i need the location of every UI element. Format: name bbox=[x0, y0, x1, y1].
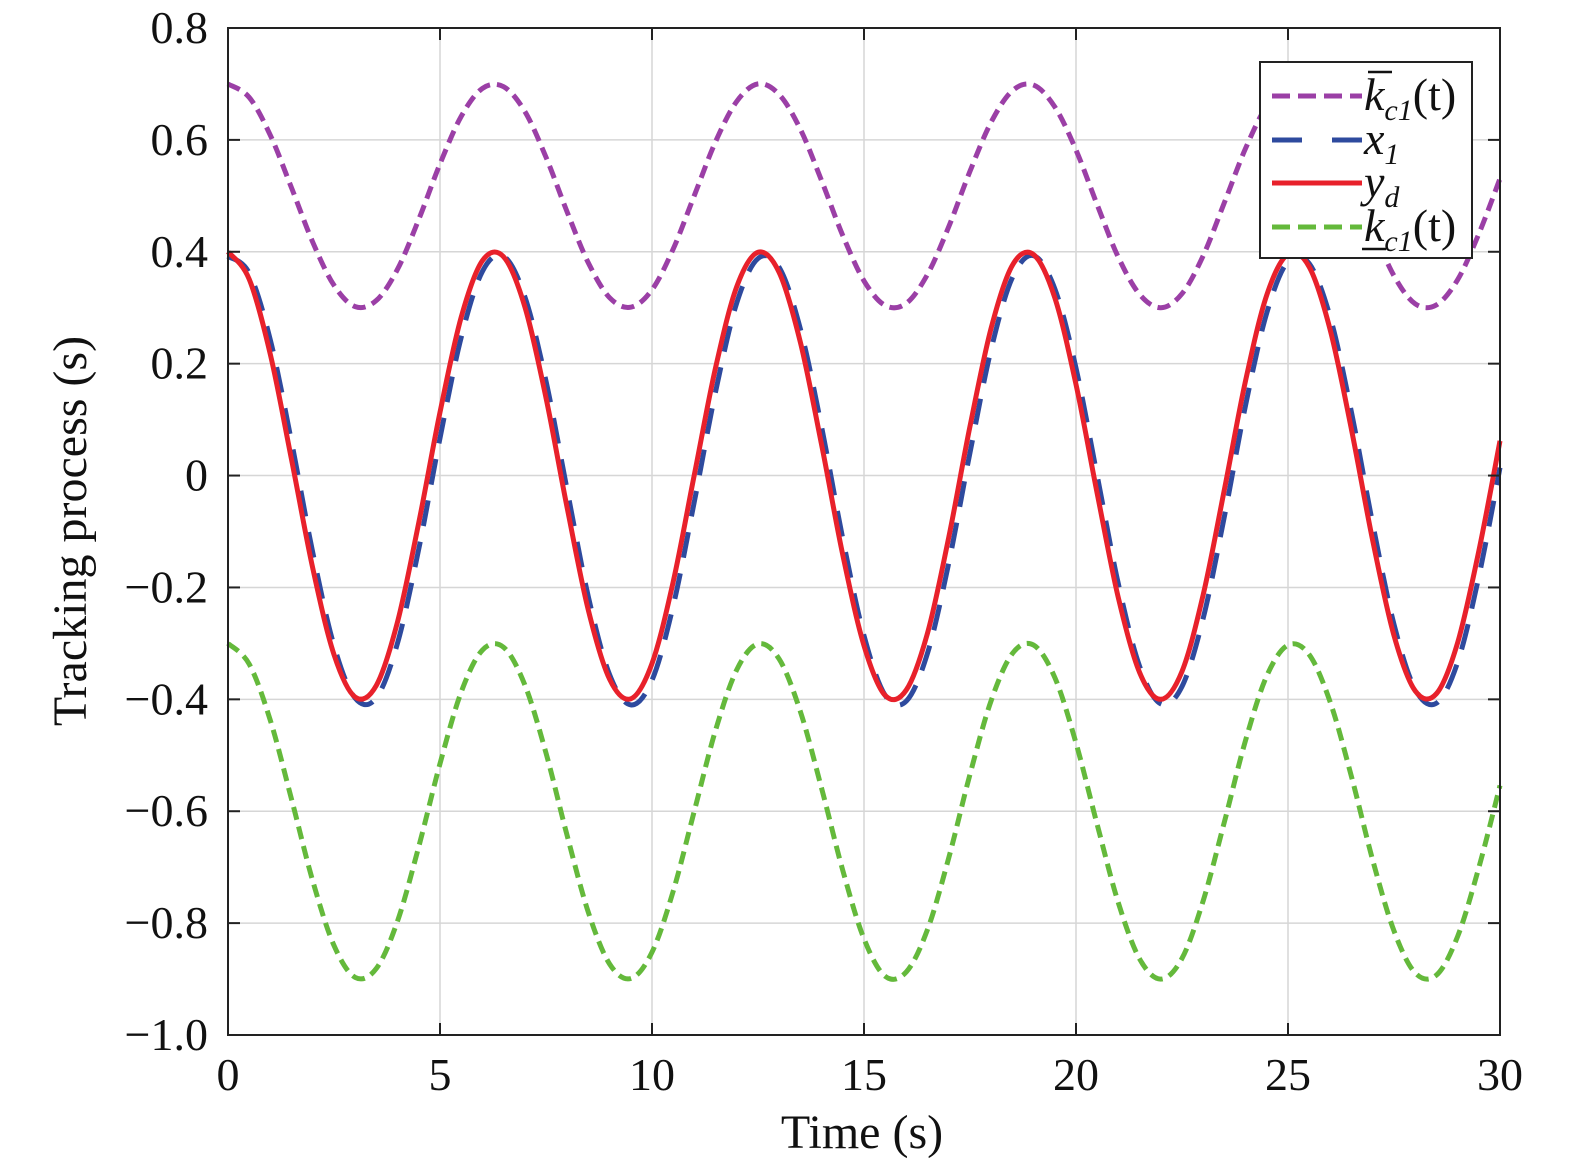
legend-label-sub: 1 bbox=[1384, 138, 1399, 171]
x-tick-label: 0 bbox=[217, 1049, 240, 1100]
y-tick-label: 0.6 bbox=[151, 114, 209, 165]
legend-label-kbar: kc1(t) bbox=[1364, 69, 1456, 127]
legend-box bbox=[1259, 61, 1473, 259]
legend-label-base: k bbox=[1364, 69, 1386, 120]
legend-label-x1: x1 bbox=[1363, 113, 1399, 171]
legend-label-base: y bbox=[1360, 156, 1385, 207]
series-line-x1 bbox=[226, 252, 1503, 708]
legend-label-kunder: kc1(t) bbox=[1364, 200, 1456, 258]
x-tick-label: 10 bbox=[629, 1049, 675, 1100]
x-tick-label: 5 bbox=[429, 1049, 452, 1100]
legend-label-sub: d bbox=[1384, 181, 1400, 214]
series-line-kc1 bbox=[226, 640, 1503, 982]
legend-label-base: x bbox=[1363, 113, 1385, 164]
x-tick-label: 30 bbox=[1477, 1049, 1523, 1100]
legend-label-base: k bbox=[1364, 200, 1386, 251]
x-tick-label: 20 bbox=[1053, 1049, 1099, 1100]
y-tick-label: −1.0 bbox=[125, 1009, 208, 1060]
x-axis-label: Time (s) bbox=[781, 1106, 943, 1159]
legend-label-suffix: (t) bbox=[1413, 200, 1456, 251]
y-tick-label: 0.8 bbox=[151, 2, 209, 53]
x-tick-label: 15 bbox=[841, 1049, 887, 1100]
legend-label-suffix: (t) bbox=[1413, 69, 1456, 120]
legend-label-sub: c1 bbox=[1384, 94, 1412, 127]
legend: kc1(t) x1 yd kc1(t) bbox=[1259, 61, 1473, 259]
y-axis-label: Tracking process (s) bbox=[44, 336, 97, 726]
legend-label-sub: c1 bbox=[1384, 225, 1412, 258]
y-tick-label: −0.4 bbox=[125, 673, 208, 724]
y-tick-label: −0.2 bbox=[125, 561, 208, 612]
x-tick-label: 25 bbox=[1265, 1049, 1311, 1100]
legend-label-yd: yd bbox=[1360, 156, 1400, 214]
y-tick-label: 0 bbox=[185, 450, 208, 501]
y-tick-label: −0.8 bbox=[125, 897, 208, 948]
y-tick-label: −0.6 bbox=[125, 785, 208, 836]
legend-swatches bbox=[1272, 93, 1362, 230]
grid-lines bbox=[228, 28, 1500, 1035]
axis-ticks: 0 5 10 15 20 25 30 0.8 0.6 0.4 0.2 0 −0.2 −0.4 −0.6 −0.… bbox=[125, 2, 1523, 1100]
y-tick-label: 0.2 bbox=[151, 338, 209, 389]
y-tick-label: 0.4 bbox=[151, 226, 209, 277]
